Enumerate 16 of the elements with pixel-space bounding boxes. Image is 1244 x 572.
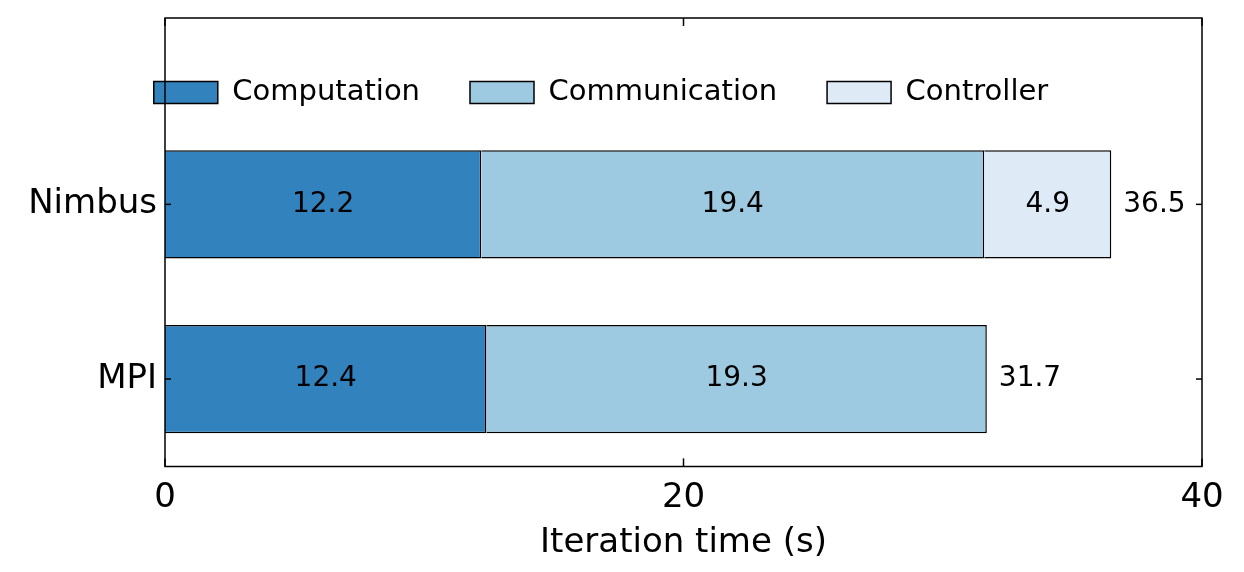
data-label: 19.3 bbox=[705, 360, 768, 394]
data-label: 4.9 bbox=[1025, 185, 1071, 219]
y-tick-label: MPI bbox=[97, 355, 157, 396]
x-tick-label: 40 bbox=[1180, 474, 1224, 515]
x-tick-label: 0 bbox=[154, 474, 176, 515]
data-label: 12.4 bbox=[294, 360, 357, 394]
x-tick-label: 20 bbox=[661, 474, 706, 515]
x-axis-title: Iteration time (s) bbox=[540, 520, 827, 561]
total-label: 31.7 bbox=[998, 360, 1062, 394]
total-label: 36.5 bbox=[1123, 185, 1186, 219]
legend-label: Computation bbox=[232, 73, 421, 108]
legend-label: Communication bbox=[548, 73, 778, 108]
data-label: 12.2 bbox=[291, 185, 355, 219]
y-tick-label: Nimbus bbox=[28, 181, 157, 222]
data-label: 19.4 bbox=[701, 185, 764, 219]
legend-label: Controller bbox=[905, 73, 1049, 108]
